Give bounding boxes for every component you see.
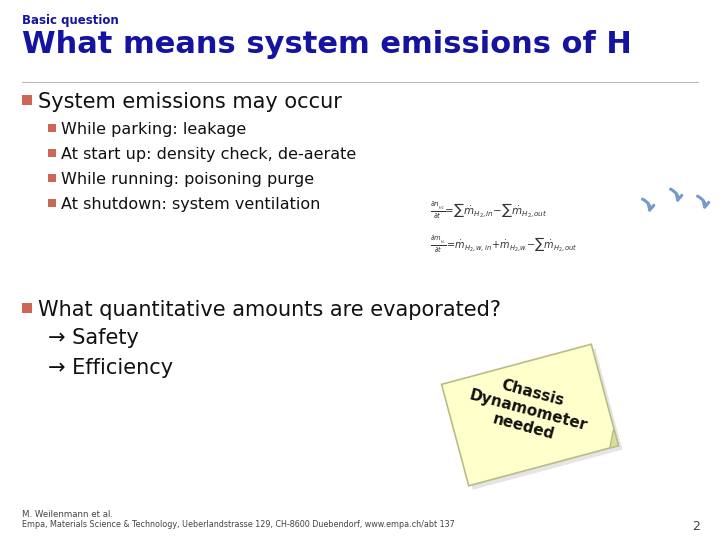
FancyBboxPatch shape xyxy=(48,149,56,157)
Text: While running: poisoning purge: While running: poisoning purge xyxy=(61,172,314,187)
Text: Basic question: Basic question xyxy=(22,14,119,27)
Text: While parking: leakage: While parking: leakage xyxy=(61,122,246,137)
FancyBboxPatch shape xyxy=(48,124,56,132)
FancyBboxPatch shape xyxy=(48,174,56,182)
Text: Chassis
Dynamometer
needed: Chassis Dynamometer needed xyxy=(463,370,593,450)
Text: M. Weilenmann et al.: M. Weilenmann et al. xyxy=(22,510,113,519)
Text: 2: 2 xyxy=(692,520,700,533)
FancyBboxPatch shape xyxy=(22,95,32,105)
Text: What means system emissions of H: What means system emissions of H xyxy=(22,30,631,59)
Text: → Efficiency: → Efficiency xyxy=(48,358,173,378)
Text: $\frac{\partial n_{_{H_2}}}{\partial t}\!=\!\sum\dot{m}_{H_2,\!in}\!-\!\sum\dot{: $\frac{\partial n_{_{H_2}}}{\partial t}\… xyxy=(430,200,547,220)
Text: Empa, Materials Science & Technology, Ueberlandstrasse 129, CH-8600 Duebendorf, : Empa, Materials Science & Technology, Ue… xyxy=(22,520,455,529)
Polygon shape xyxy=(610,428,618,448)
Text: $\frac{\partial m_{_{H_2}}}{\partial t}\!=\!\dot{m}_{H_2,\!w,in}\!+\!\dot{m}_{H_: $\frac{\partial m_{_{H_2}}}{\partial t}\… xyxy=(430,235,577,255)
FancyBboxPatch shape xyxy=(22,303,32,313)
Polygon shape xyxy=(446,348,623,490)
Text: What quantitative amounts are evaporated?: What quantitative amounts are evaporated… xyxy=(38,300,501,320)
Text: → Safety: → Safety xyxy=(48,328,139,348)
Text: System emissions may occur: System emissions may occur xyxy=(38,92,342,112)
Polygon shape xyxy=(441,344,618,486)
FancyBboxPatch shape xyxy=(48,199,56,207)
Text: At shutdown: system ventilation: At shutdown: system ventilation xyxy=(61,197,320,212)
Text: At start up: density check, de-aerate: At start up: density check, de-aerate xyxy=(61,147,356,162)
